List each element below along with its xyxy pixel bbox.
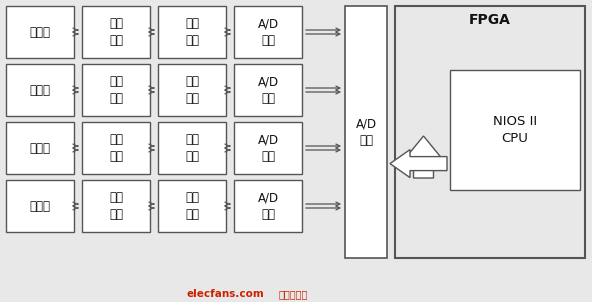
Text: 检波器: 检波器 bbox=[30, 83, 50, 97]
Text: FPGA: FPGA bbox=[469, 13, 511, 27]
Text: 检波器: 检波器 bbox=[30, 142, 50, 155]
Text: 放大
电路: 放大 电路 bbox=[185, 75, 199, 105]
Bar bbox=[158, 6, 226, 58]
Text: elecfans.com: elecfans.com bbox=[186, 289, 264, 299]
Bar bbox=[6, 122, 74, 174]
Bar bbox=[82, 64, 150, 116]
Text: NIOS II
CPU: NIOS II CPU bbox=[493, 115, 537, 145]
Text: 放大
电路: 放大 电路 bbox=[185, 133, 199, 163]
Text: A/D
转换: A/D 转换 bbox=[258, 133, 279, 163]
Text: 检波器: 检波器 bbox=[30, 25, 50, 38]
Text: 低通
滤波: 低通 滤波 bbox=[109, 191, 123, 221]
Bar bbox=[345, 6, 387, 258]
Text: A/D
转换: A/D 转换 bbox=[258, 75, 279, 105]
Text: 低通
滤波: 低通 滤波 bbox=[109, 75, 123, 105]
Bar bbox=[82, 6, 150, 58]
Text: A/D
转换: A/D 转换 bbox=[258, 17, 279, 47]
Text: 低通
滤波: 低通 滤波 bbox=[109, 133, 123, 163]
Text: 放大
电路: 放大 电路 bbox=[185, 17, 199, 47]
Bar bbox=[158, 180, 226, 232]
Bar bbox=[158, 122, 226, 174]
Text: 低通
滤波: 低通 滤波 bbox=[109, 17, 123, 47]
Bar bbox=[82, 122, 150, 174]
Text: 检波器: 检波器 bbox=[30, 200, 50, 213]
Text: 放大
电路: 放大 电路 bbox=[185, 191, 199, 221]
Bar bbox=[6, 64, 74, 116]
Bar bbox=[234, 64, 302, 116]
Bar bbox=[234, 6, 302, 58]
Text: A/D
接口: A/D 接口 bbox=[355, 117, 377, 147]
Text: A/D
转换: A/D 转换 bbox=[258, 191, 279, 221]
Polygon shape bbox=[390, 149, 447, 178]
Text: 电子发烧友: 电子发烧友 bbox=[278, 289, 308, 299]
Bar bbox=[234, 122, 302, 174]
Bar bbox=[82, 180, 150, 232]
Bar bbox=[450, 70, 580, 190]
Polygon shape bbox=[406, 136, 442, 178]
Bar bbox=[234, 180, 302, 232]
Bar bbox=[6, 180, 74, 232]
Bar bbox=[395, 6, 585, 258]
Bar bbox=[158, 64, 226, 116]
Bar bbox=[6, 6, 74, 58]
